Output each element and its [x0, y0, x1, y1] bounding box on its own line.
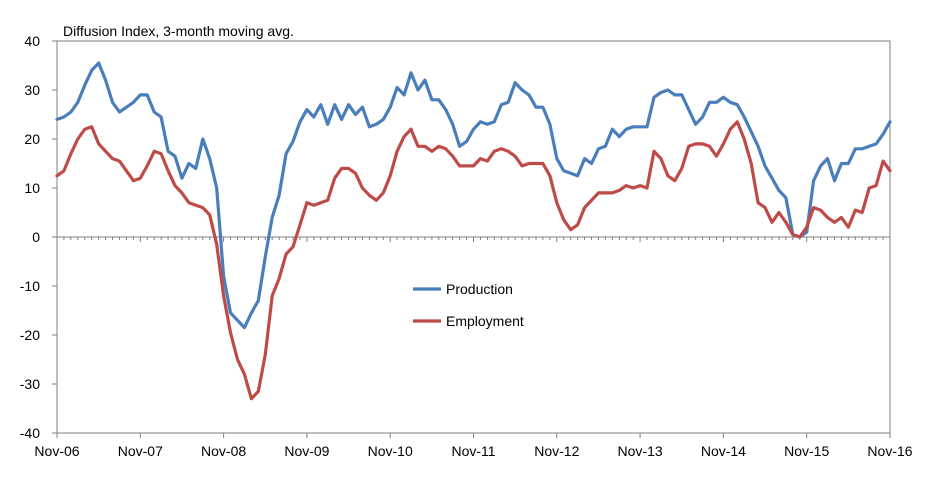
y-tick-label: 10	[24, 180, 40, 196]
x-tick-label: Nov-06	[34, 443, 79, 459]
series-line-employment	[55, 120, 892, 401]
y-tick-label: -10	[20, 278, 40, 294]
y-tick-label: -30	[20, 376, 40, 392]
y-tick-label: -20	[20, 327, 40, 343]
x-tick-label: Nov-16	[867, 443, 912, 459]
series-line-production	[55, 61, 892, 330]
x-tick-label: Nov-09	[284, 443, 329, 459]
legend: Production Employment	[413, 281, 524, 329]
x-tick-label: Nov-07	[118, 443, 163, 459]
x-tick-label: Nov-13	[618, 443, 663, 459]
series-layer	[55, 61, 892, 401]
chart-title: Diffusion Index, 3-month moving avg.	[63, 23, 294, 39]
y-tick-label: 20	[24, 131, 40, 147]
y-tick-label: -40	[20, 425, 40, 441]
x-tick-label: Nov-08	[201, 443, 246, 459]
legend-label-employment: Employment	[446, 313, 524, 329]
x-tick-label: Nov-10	[368, 443, 413, 459]
x-axis: Nov-06 Nov-07 Nov-08 Nov-09 Nov-10 Nov-11 Nov-…	[34, 237, 913, 459]
x-tick-label: Nov-11	[451, 443, 495, 459]
y-tick-label: 30	[24, 82, 40, 98]
x-tick-label: Nov-15	[784, 443, 829, 459]
x-tick-label: Nov-14	[701, 443, 746, 459]
legend-label-production: Production	[446, 281, 513, 297]
y-tick-label: 0	[32, 229, 40, 245]
x-tick-label: Nov-12	[534, 443, 579, 459]
y-tick-label: 40	[24, 33, 40, 49]
y-axis: 40 30 20 10 0 -10 -20 -30 -40	[20, 33, 891, 441]
